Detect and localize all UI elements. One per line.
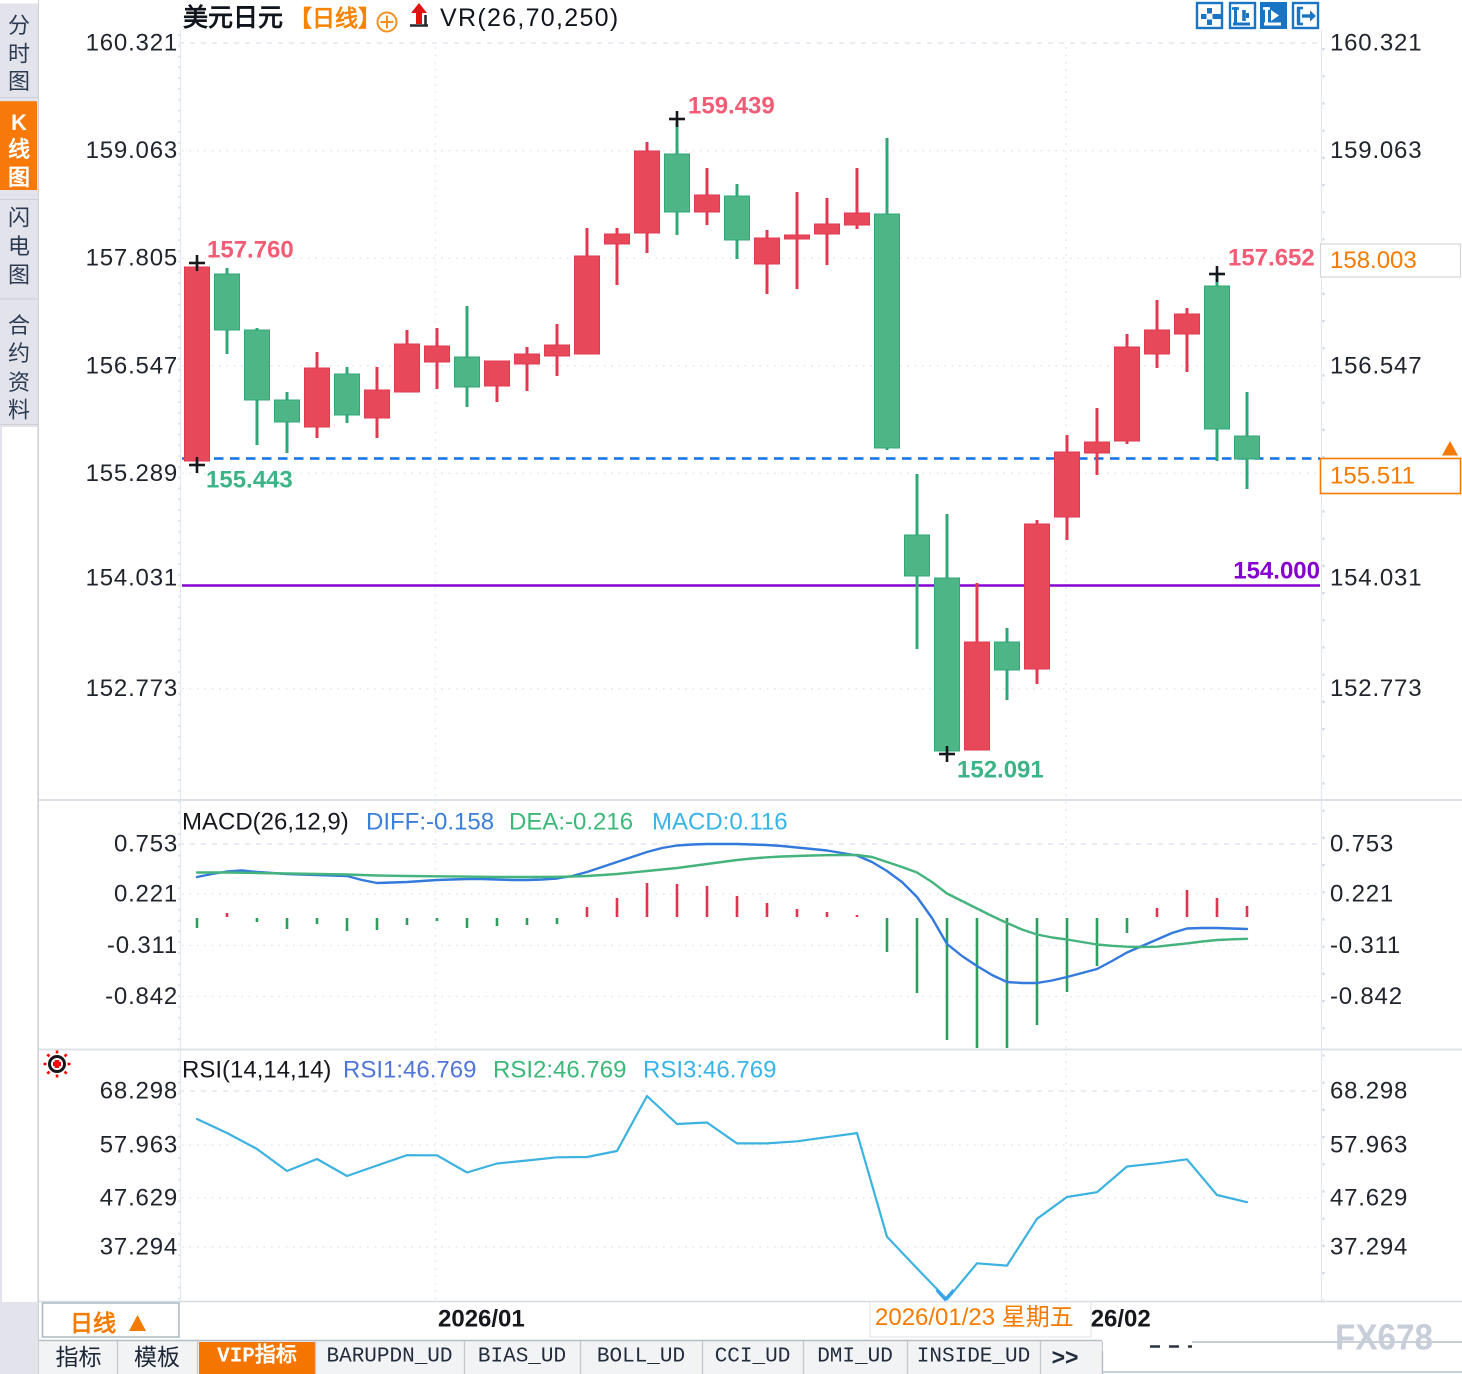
svg-text:0.221: 0.221 bbox=[1330, 881, 1394, 908]
svg-text:图: 图 bbox=[8, 165, 30, 190]
svg-text:DMI_UD: DMI_UD bbox=[817, 1346, 893, 1369]
svg-text:RSI3:46.769: RSI3:46.769 bbox=[643, 1057, 776, 1084]
svg-text:RSI(14,14,14): RSI(14,14,14) bbox=[182, 1057, 331, 1084]
svg-text:57.963: 57.963 bbox=[1330, 1132, 1408, 1159]
svg-text:线: 线 bbox=[8, 137, 30, 162]
svg-text:2026/01/23 星期五: 2026/01/23 星期五 bbox=[875, 1304, 1074, 1331]
svg-text:RSI1:46.769: RSI1:46.769 bbox=[343, 1057, 476, 1084]
svg-text:指标: 指标 bbox=[56, 1344, 102, 1370]
svg-text:37.294: 37.294 bbox=[100, 1234, 178, 1261]
svg-text:FX678: FX678 bbox=[1335, 1317, 1433, 1358]
svg-text:-0.311: -0.311 bbox=[1330, 932, 1401, 959]
svg-text:47.629: 47.629 bbox=[100, 1185, 178, 1212]
svg-text:152.773: 152.773 bbox=[86, 675, 178, 702]
svg-text:VR(26,70,250): VR(26,70,250) bbox=[440, 4, 620, 32]
svg-text:68.298: 68.298 bbox=[1330, 1078, 1408, 1105]
svg-text:日线: 日线 bbox=[70, 1310, 116, 1336]
svg-text:CCI_UD: CCI_UD bbox=[715, 1346, 791, 1369]
svg-text:155.443: 155.443 bbox=[206, 467, 293, 494]
svg-text:68.298: 68.298 bbox=[100, 1078, 178, 1105]
svg-text:157.652: 157.652 bbox=[1228, 245, 1315, 272]
svg-text:电: 电 bbox=[8, 234, 30, 259]
svg-text:资: 资 bbox=[8, 370, 30, 395]
svg-text:37.294: 37.294 bbox=[1330, 1234, 1408, 1261]
svg-text:154.000: 154.000 bbox=[1233, 558, 1320, 585]
svg-text:BARUPDN_UD: BARUPDN_UD bbox=[326, 1346, 452, 1369]
svg-text:料: 料 bbox=[8, 397, 30, 422]
svg-text:-0.311: -0.311 bbox=[107, 932, 178, 959]
svg-text:【日线】: 【日线】 bbox=[289, 5, 381, 31]
svg-text:57.963: 57.963 bbox=[100, 1132, 178, 1159]
svg-text:152.773: 152.773 bbox=[1330, 675, 1422, 702]
svg-text:DEA:-0.216: DEA:-0.216 bbox=[509, 809, 633, 836]
svg-text:157.805: 157.805 bbox=[86, 245, 178, 272]
svg-text:47.629: 47.629 bbox=[1330, 1185, 1408, 1212]
svg-text:157.760: 157.760 bbox=[207, 237, 294, 264]
svg-text:159.063: 159.063 bbox=[86, 137, 178, 164]
svg-text:0.753: 0.753 bbox=[114, 831, 178, 858]
svg-text:模板: 模板 bbox=[134, 1344, 180, 1370]
svg-text:分: 分 bbox=[8, 13, 30, 38]
svg-text:闪: 闪 bbox=[8, 206, 30, 231]
svg-text:155.511: 155.511 bbox=[1330, 463, 1415, 490]
svg-text:图: 图 bbox=[8, 263, 30, 288]
svg-text:0.753: 0.753 bbox=[1330, 831, 1394, 858]
svg-text:155.289: 155.289 bbox=[86, 460, 178, 487]
svg-text:>>: >> bbox=[1052, 1344, 1079, 1370]
svg-text:160.321: 160.321 bbox=[86, 30, 178, 57]
svg-text:158.003: 158.003 bbox=[1330, 247, 1417, 274]
svg-text:图: 图 bbox=[8, 69, 30, 94]
svg-text:约: 约 bbox=[8, 341, 30, 366]
svg-text:159.063: 159.063 bbox=[1330, 137, 1422, 164]
svg-text:美元日元: 美元日元 bbox=[183, 3, 283, 32]
svg-text:156.547: 156.547 bbox=[1330, 352, 1422, 379]
svg-text:K: K bbox=[11, 110, 27, 135]
svg-text:DIFF:-0.158: DIFF:-0.158 bbox=[366, 809, 494, 836]
svg-text:合: 合 bbox=[8, 313, 30, 338]
svg-text:INSIDE_UD: INSIDE_UD bbox=[917, 1346, 1030, 1369]
svg-text:BOLL_UD: BOLL_UD bbox=[597, 1346, 685, 1369]
svg-text:156.547: 156.547 bbox=[86, 352, 178, 379]
svg-text:MACD:0.116: MACD:0.116 bbox=[652, 809, 788, 836]
svg-text:-0.842: -0.842 bbox=[1330, 983, 1403, 1010]
svg-text:-0.842: -0.842 bbox=[105, 983, 178, 1010]
svg-text:0.221: 0.221 bbox=[114, 881, 178, 908]
svg-text:RSI2:46.769: RSI2:46.769 bbox=[493, 1057, 626, 1084]
svg-text:154.031: 154.031 bbox=[1330, 565, 1422, 592]
svg-text:159.439: 159.439 bbox=[688, 93, 775, 120]
svg-text:时: 时 bbox=[8, 42, 30, 67]
svg-text:2026/01: 2026/01 bbox=[438, 1306, 525, 1333]
svg-text:MACD(26,12,9): MACD(26,12,9) bbox=[182, 809, 349, 836]
svg-text:VIP指标: VIP指标 bbox=[217, 1343, 297, 1369]
svg-text:154.031: 154.031 bbox=[86, 565, 178, 592]
svg-text:160.321: 160.321 bbox=[1330, 30, 1422, 57]
svg-text:BIAS_UD: BIAS_UD bbox=[478, 1346, 566, 1369]
svg-text:152.091: 152.091 bbox=[957, 757, 1044, 784]
